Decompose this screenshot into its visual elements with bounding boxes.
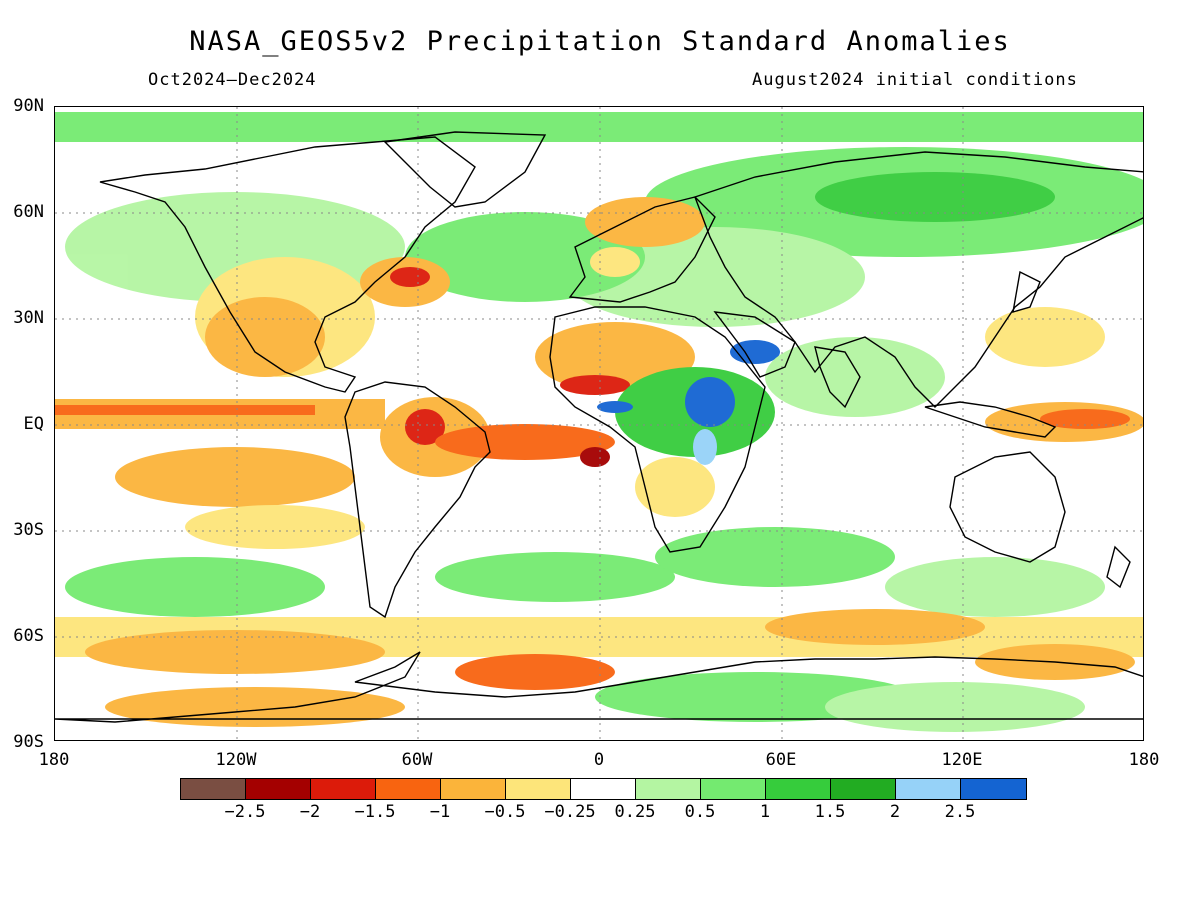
lon-label-60e: 60E bbox=[765, 750, 797, 770]
colorbar-label: 1 bbox=[759, 802, 771, 822]
colorbar-label: 0.5 bbox=[684, 802, 716, 822]
colorbar-swatch-4 bbox=[441, 779, 506, 799]
colorbar-label: −1 bbox=[429, 802, 451, 822]
colorbar-swatch-6 bbox=[571, 779, 636, 799]
coast-asia bbox=[694, 151, 1143, 408]
colorbar-label: −0.25 bbox=[544, 802, 596, 822]
colorbar-swatch-10 bbox=[831, 779, 896, 799]
lon-label-120w: 120W bbox=[215, 750, 257, 770]
colorbar-label: 0.25 bbox=[614, 802, 656, 822]
coast-japan bbox=[1012, 270, 1041, 313]
colorbar-label: 2 bbox=[889, 802, 901, 822]
colorbar-label: −2 bbox=[299, 802, 321, 822]
lon-label-180w: 180 bbox=[38, 750, 70, 770]
colorbar-swatch-9 bbox=[766, 779, 831, 799]
lat-label-90s: 90S bbox=[13, 732, 44, 752]
lon-label-120e: 120E bbox=[941, 750, 983, 770]
colorbar-label: −2.5 bbox=[224, 802, 266, 822]
colorbar-swatch-1 bbox=[246, 779, 311, 799]
colorbar-label: −0.5 bbox=[484, 802, 526, 822]
colorbar-swatch-3 bbox=[376, 779, 441, 799]
coast-australia bbox=[949, 451, 1066, 563]
coast-europe bbox=[568, 196, 716, 303]
colorbar-swatch-11 bbox=[896, 779, 961, 799]
lat-label-90n: 90N bbox=[13, 96, 44, 116]
colorbar-label: 1.5 bbox=[814, 802, 846, 822]
lat-label-30s: 30S bbox=[13, 520, 44, 540]
colorbar-swatch-2 bbox=[311, 779, 376, 799]
precipitation-anomaly-map bbox=[54, 106, 1144, 741]
coast-india bbox=[814, 346, 861, 409]
graticule bbox=[55, 107, 1143, 740]
colorbar-label: −1.5 bbox=[354, 802, 396, 822]
initial-conditions: August2024 initial conditions bbox=[752, 70, 1078, 90]
lat-label-60n: 60N bbox=[13, 202, 44, 222]
colorbar bbox=[180, 778, 1027, 800]
lon-label-0: 0 bbox=[593, 750, 605, 770]
coastlines bbox=[55, 131, 1143, 723]
colorbar-label: 2.5 bbox=[944, 802, 976, 822]
lon-label-180e: 180 bbox=[1128, 750, 1160, 770]
coast-north-america bbox=[99, 136, 476, 393]
coast-greenland bbox=[383, 131, 547, 208]
coast-new-zealand bbox=[1106, 545, 1131, 589]
lat-label-eq: EQ bbox=[23, 414, 44, 434]
coast-arabia bbox=[713, 311, 796, 378]
colorbar-swatch-7 bbox=[636, 779, 701, 799]
coast-antarctica bbox=[55, 651, 1143, 723]
colorbar-swatch-5 bbox=[506, 779, 571, 799]
colorbar-swatch-12 bbox=[961, 779, 1026, 799]
lat-label-30n: 30N bbox=[13, 308, 44, 328]
forecast-period: Oct2024–Dec2024 bbox=[148, 70, 317, 90]
coast-south-america bbox=[344, 381, 491, 619]
coast-africa bbox=[549, 306, 766, 553]
colorbar-swatch-0 bbox=[181, 779, 246, 799]
lon-label-60w: 60W bbox=[401, 750, 433, 770]
map-title: NASA_GEOS5v2 Precipitation Standard Anom… bbox=[189, 26, 1011, 57]
coast-indonesia bbox=[924, 401, 1057, 438]
colorbar-swatch-8 bbox=[701, 779, 766, 799]
lat-label-60s: 60S bbox=[13, 626, 44, 646]
